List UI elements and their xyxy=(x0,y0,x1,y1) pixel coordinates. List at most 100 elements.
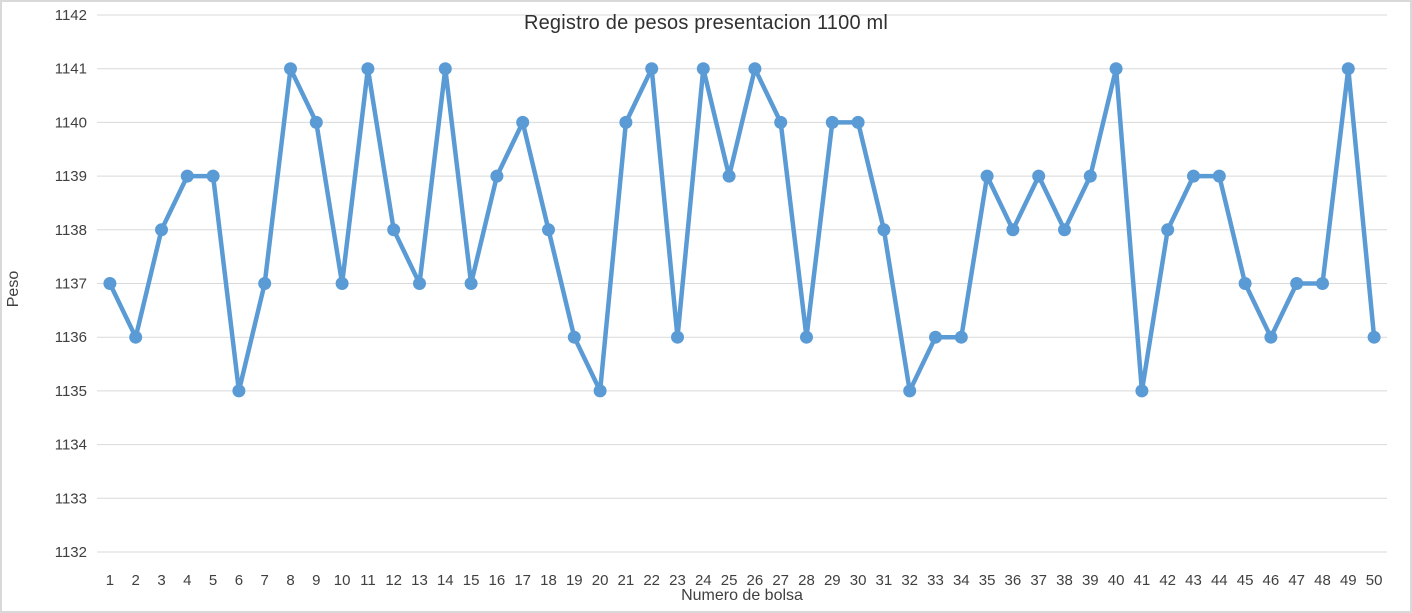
data-point-marker xyxy=(180,169,194,183)
y-tick-label: 1133 xyxy=(55,490,87,507)
x-tick-label: 17 xyxy=(514,572,531,589)
data-point-marker xyxy=(593,384,607,398)
data-point-marker xyxy=(619,115,633,129)
x-tick-label: 42 xyxy=(1159,572,1176,589)
y-tick-label: 1140 xyxy=(55,114,87,131)
data-point-marker xyxy=(438,62,452,76)
data-point-marker xyxy=(825,115,839,129)
data-point-marker xyxy=(1058,223,1071,237)
y-tick-label: 1137 xyxy=(55,276,87,293)
x-tick-label: 46 xyxy=(1263,572,1280,589)
x-tick-label: 5 xyxy=(209,572,217,589)
data-point-marker xyxy=(464,277,478,290)
x-tick-label: 29 xyxy=(824,572,841,589)
x-tick-label: 32 xyxy=(901,572,918,589)
data-point-marker xyxy=(129,330,143,344)
data-point-marker xyxy=(980,169,994,183)
data-point-marker xyxy=(1212,169,1226,183)
x-tick-label: 38 xyxy=(1056,572,1073,589)
x-tick-label: 23 xyxy=(669,572,686,589)
x-tick-label: 22 xyxy=(643,572,660,589)
data-point-marker xyxy=(413,277,426,290)
x-tick-label: 33 xyxy=(927,572,944,589)
data-point-marker xyxy=(929,330,942,344)
y-tick-label: 1134 xyxy=(55,437,87,454)
data-point-marker xyxy=(1083,169,1097,183)
data-point-marker xyxy=(361,62,375,76)
data-point-marker xyxy=(1032,169,1046,183)
x-tick-label: 2 xyxy=(132,572,140,589)
data-point-marker xyxy=(748,62,762,76)
data-point-marker xyxy=(490,169,504,183)
y-tick-label: 1141 xyxy=(55,61,87,78)
data-point-marker xyxy=(645,62,659,76)
data-point-marker xyxy=(1290,277,1304,290)
x-tick-label: 12 xyxy=(385,572,402,589)
data-point-marker xyxy=(851,115,865,129)
x-tick-label: 45 xyxy=(1237,572,1254,589)
x-tick-label: 7 xyxy=(261,572,269,589)
x-tick-label: 30 xyxy=(850,572,867,589)
x-tick-label: 43 xyxy=(1185,572,1202,589)
data-point-marker xyxy=(155,223,168,237)
x-tick-label: 37 xyxy=(1030,572,1047,589)
x-tick-label: 34 xyxy=(953,572,970,589)
data-point-marker xyxy=(1109,62,1123,76)
data-point-marker xyxy=(696,62,710,76)
y-tick-label: 1132 xyxy=(55,544,87,561)
x-tick-label: 14 xyxy=(437,572,454,589)
data-point-marker xyxy=(877,223,891,237)
x-tick-label: 8 xyxy=(286,572,294,589)
data-point-marker xyxy=(284,62,297,76)
x-tick-label: 26 xyxy=(747,572,764,589)
data-point-marker xyxy=(671,330,684,344)
y-tick-label: 1135 xyxy=(55,383,87,400)
x-tick-label: 11 xyxy=(360,572,376,589)
data-point-marker xyxy=(103,277,117,290)
x-tick-label: 1 xyxy=(106,572,114,589)
data-point-marker xyxy=(567,330,581,344)
x-tick-label: 27 xyxy=(772,572,789,589)
y-tick-label: 1138 xyxy=(55,222,87,239)
x-tick-label: 6 xyxy=(235,572,243,589)
x-tick-label: 3 xyxy=(157,572,165,589)
series-line xyxy=(107,66,1377,394)
x-tick-label: 50 xyxy=(1366,572,1383,589)
x-tick-label: 15 xyxy=(463,572,480,589)
data-point-marker xyxy=(258,277,272,290)
x-tick-label: 25 xyxy=(721,572,738,589)
y-axis-title: Peso xyxy=(5,270,22,308)
x-tick-label: 21 xyxy=(618,572,635,589)
data-point-marker xyxy=(1238,277,1252,290)
x-tick-label: 16 xyxy=(489,572,506,589)
x-axis-title: Numero de bolsa xyxy=(681,587,803,604)
x-tick-label: 18 xyxy=(540,572,557,589)
data-point-marker xyxy=(1264,330,1278,344)
data-point-marker xyxy=(722,169,736,183)
x-tick-label: 40 xyxy=(1108,572,1125,589)
data-point-marker xyxy=(774,115,788,129)
x-tick-label: 31 xyxy=(876,572,893,589)
x-tick-label: 19 xyxy=(566,572,583,589)
y-tick-label: 1136 xyxy=(55,329,87,346)
x-tick-label: 20 xyxy=(592,572,609,589)
x-tick-label: 4 xyxy=(183,572,191,589)
data-point-marker xyxy=(387,223,401,237)
x-tick-label: 47 xyxy=(1288,572,1305,589)
x-tick-label: 10 xyxy=(334,572,351,589)
data-point-marker xyxy=(516,115,530,129)
x-tick-label: 49 xyxy=(1340,572,1357,589)
x-tick-label: 41 xyxy=(1134,572,1151,589)
data-point-marker xyxy=(542,223,555,237)
x-tick-label: 36 xyxy=(1005,572,1022,589)
data-point-marker xyxy=(1135,384,1149,398)
data-point-marker xyxy=(232,384,246,398)
x-tick-label: 28 xyxy=(798,572,815,589)
data-point-marker xyxy=(1187,169,1200,183)
data-point-marker xyxy=(1006,223,1020,237)
data-point-marker xyxy=(903,384,917,398)
y-tick-label: 1142 xyxy=(55,7,87,24)
x-tick-label: 39 xyxy=(1082,572,1099,589)
data-point-marker xyxy=(954,330,968,344)
